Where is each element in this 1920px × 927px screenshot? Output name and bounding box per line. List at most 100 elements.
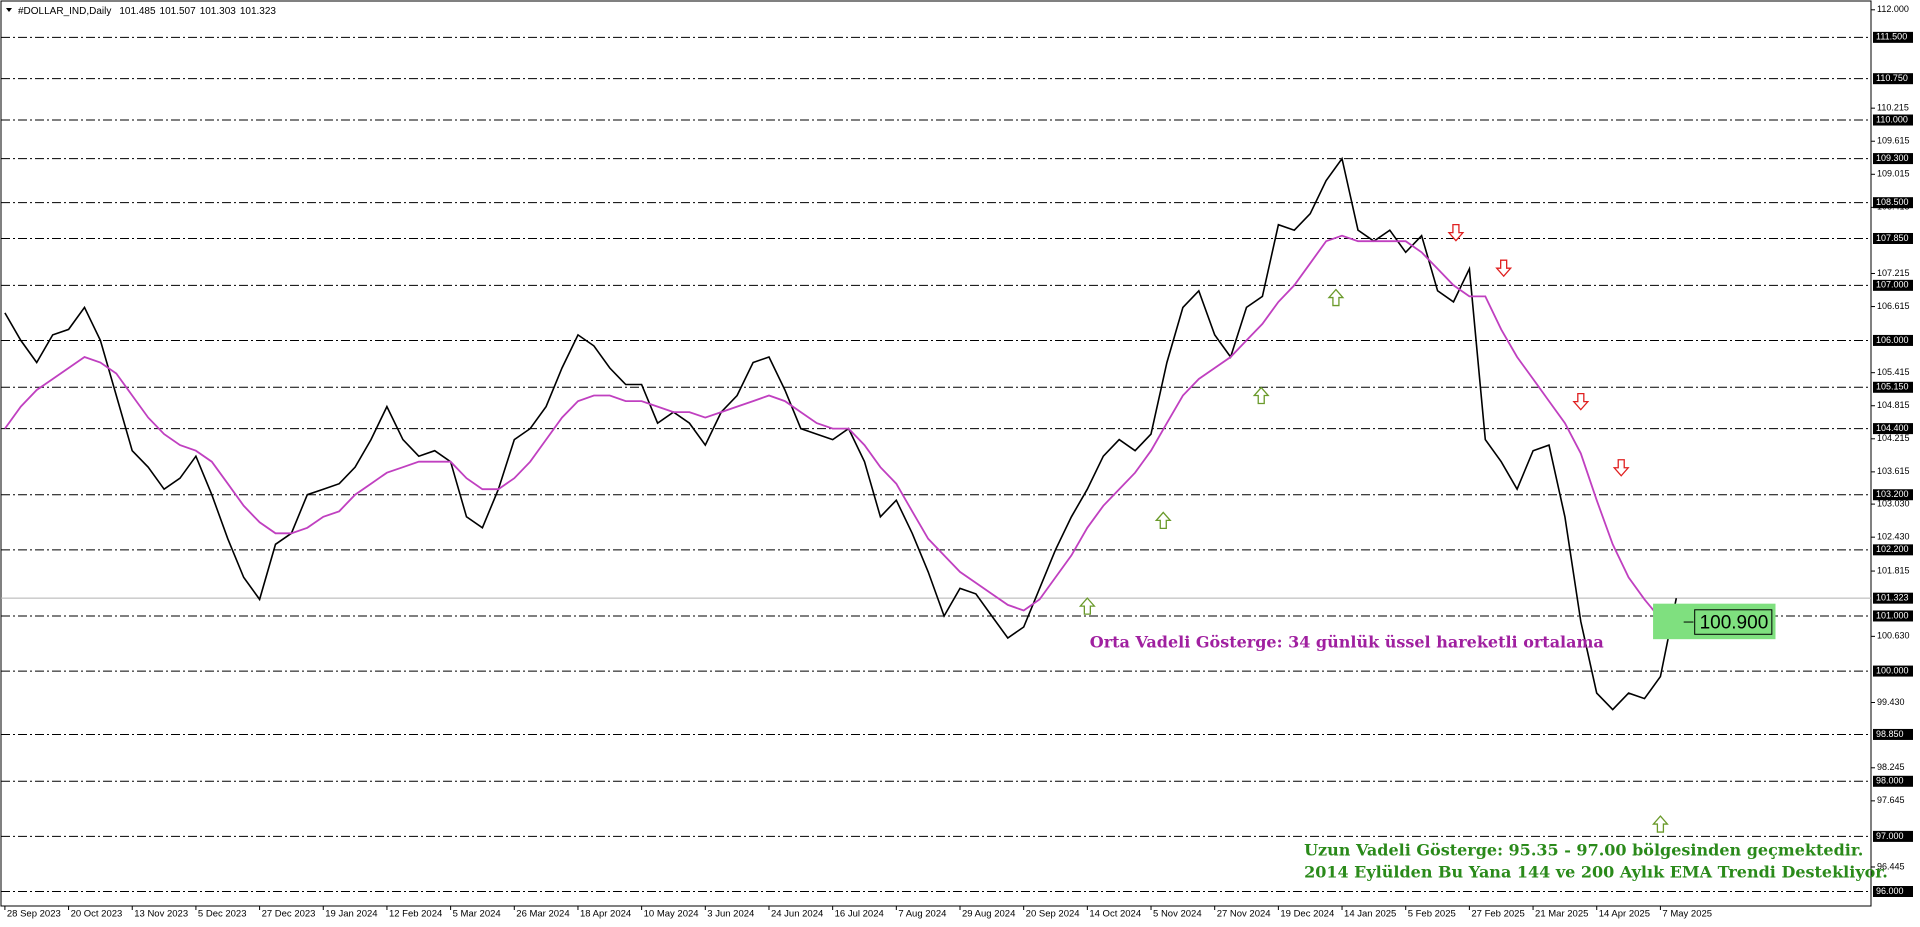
- level-label-box: [1873, 31, 1913, 43]
- up-arrow: [1327, 288, 1345, 307]
- x-tick-label: 5 Mar 2024: [453, 909, 501, 920]
- up-arrow: [1154, 511, 1172, 530]
- x-tick-label: 21 Mar 2025: [1535, 909, 1588, 920]
- y-tick-label: 110.215: [1877, 103, 1909, 113]
- level-label: 96.000: [1876, 886, 1904, 896]
- y-tick-label: 107.215: [1877, 268, 1910, 278]
- x-tick-label: 18 Apr 2024: [580, 909, 631, 920]
- x-tick-label: 19 Dec 2024: [1280, 909, 1334, 920]
- level-label: 110.000: [1876, 114, 1908, 124]
- level-label-box: [1873, 544, 1913, 556]
- level-label: 110.750: [1876, 73, 1908, 83]
- x-tick-label: 10 May 2024: [644, 909, 699, 920]
- x-tick-label: 12 Feb 2024: [389, 909, 442, 920]
- x-tick-label: 7 May 2025: [1662, 909, 1712, 920]
- x-tick-label: 13 Nov 2023: [134, 909, 188, 920]
- x-tick-label: 20 Sep 2024: [1026, 909, 1080, 920]
- level-label: 100.000: [1876, 665, 1909, 675]
- level-label: 98.000: [1876, 776, 1904, 786]
- ema-label: 100.900: [1700, 612, 1769, 633]
- up-arrow: [1651, 815, 1669, 833]
- level-label-box: [1873, 153, 1913, 165]
- level-label: 107.000: [1876, 280, 1909, 290]
- x-tick-label: 5 Dec 2023: [198, 909, 247, 920]
- level-label-box: [1873, 334, 1913, 346]
- annotation: Orta Vadeli Gösterge: 34 günlük üssel ha…: [1090, 632, 1604, 651]
- y-tick-label: 105.415: [1877, 367, 1910, 377]
- ema-label-box: [1694, 609, 1773, 635]
- y-tick-label: 98.245: [1877, 762, 1905, 772]
- y-tick-label: 103.030: [1877, 498, 1910, 508]
- x-tick-label: 27 Nov 2024: [1217, 909, 1271, 920]
- down-arrow: [1495, 259, 1513, 278]
- x-tick-label: 14 Oct 2024: [1089, 909, 1141, 920]
- level-label: 97.000: [1876, 831, 1904, 841]
- level-label-box: [1873, 114, 1913, 126]
- level-label-box: [1873, 197, 1913, 209]
- last-price-box: [1873, 592, 1913, 604]
- x-tick-label: 3 Jun 2024: [707, 909, 754, 920]
- level-label-box: [1873, 423, 1913, 435]
- y-tick-label: 97.645: [1877, 795, 1905, 805]
- y-tick-label: 112.000: [1877, 4, 1909, 14]
- y-tick-label: 109.015: [1877, 169, 1910, 179]
- level-label: 101.000: [1876, 610, 1909, 620]
- x-tick-label: 27 Dec 2023: [262, 909, 316, 920]
- level-label: 111.500: [1876, 32, 1907, 42]
- last-price-label: 101.323: [1876, 593, 1909, 603]
- level-label: 98.850: [1876, 729, 1904, 739]
- x-tick-label: 7 Aug 2024: [898, 909, 946, 920]
- level-label: 104.400: [1876, 423, 1909, 433]
- header: #DOLLAR_IND,Daily 101.485 101.507 101.303 10…: [18, 6, 276, 17]
- up-arrow: [1252, 386, 1270, 405]
- x-tick-label: 29 Aug 2024: [962, 909, 1015, 920]
- y-tick-label: 101.815: [1877, 565, 1910, 575]
- x-tick-label: 28 Sep 2023: [7, 909, 61, 920]
- level-label: 105.150: [1876, 382, 1909, 392]
- high: 101.507: [160, 6, 197, 17]
- y-tick-label: 103.615: [1877, 466, 1910, 476]
- x-tick-label: 16 Jul 2024: [835, 909, 884, 920]
- x-tick-label: 14 Apr 2025: [1599, 909, 1650, 920]
- y-tick-label: 102.430: [1877, 532, 1910, 542]
- y-tick-label: 100.630: [1877, 631, 1910, 641]
- plot-frame: [0, 0, 1872, 907]
- level-label: 103.200: [1876, 489, 1909, 499]
- up-arrow: [1078, 597, 1096, 615]
- level-label-box: [1873, 610, 1913, 622]
- down-arrow: [1447, 224, 1465, 242]
- annotation: Uzun Vadeli Gösterge: 95.35 - 97.00 bölg…: [1304, 841, 1863, 860]
- x-tick-label: 5 Feb 2025: [1408, 909, 1456, 920]
- level-label: 102.200: [1876, 544, 1909, 554]
- y-tick-label: 104.815: [1877, 400, 1910, 410]
- annotation: 2014 Eylülden Bu Yana 144 ve 200 Aylık E…: [1304, 863, 1888, 882]
- y-tick-label: 96.445: [1877, 861, 1905, 871]
- level-label-box: [1873, 73, 1913, 85]
- x-tick-label: 19 Jan 2024: [325, 909, 377, 920]
- low: 101.303: [200, 6, 237, 17]
- down-arrow: [1612, 459, 1630, 477]
- level-label: 107.850: [1876, 233, 1909, 243]
- symbol: #DOLLAR_IND,Daily: [18, 6, 111, 17]
- y-tick-label: 99.430: [1877, 697, 1905, 707]
- open: 101.485: [119, 6, 156, 17]
- x-tick-label: 14 Jan 2025: [1344, 909, 1396, 920]
- x-tick-label: 5 Nov 2024: [1153, 909, 1202, 920]
- level-label-box: [1873, 728, 1913, 740]
- level-label: 109.300: [1876, 153, 1909, 163]
- level-label-box: [1873, 279, 1913, 291]
- ema-line: [4, 234, 1677, 623]
- level-label-box: [1873, 830, 1913, 842]
- x-tick-label: 20 Oct 2023: [71, 909, 123, 920]
- down-arrow: [1572, 392, 1590, 411]
- level-label: 108.500: [1876, 197, 1909, 207]
- level-label-box: [1873, 886, 1913, 897]
- level-label-box: [1873, 489, 1913, 501]
- y-tick-label: 109.615: [1877, 136, 1910, 146]
- close: 101.323: [240, 6, 277, 17]
- y-tick-label: 106.615: [1877, 301, 1910, 311]
- level-label-box: [1873, 232, 1913, 244]
- level-label-box: [1873, 381, 1913, 393]
- y-tick-label: 104.215: [1877, 433, 1910, 443]
